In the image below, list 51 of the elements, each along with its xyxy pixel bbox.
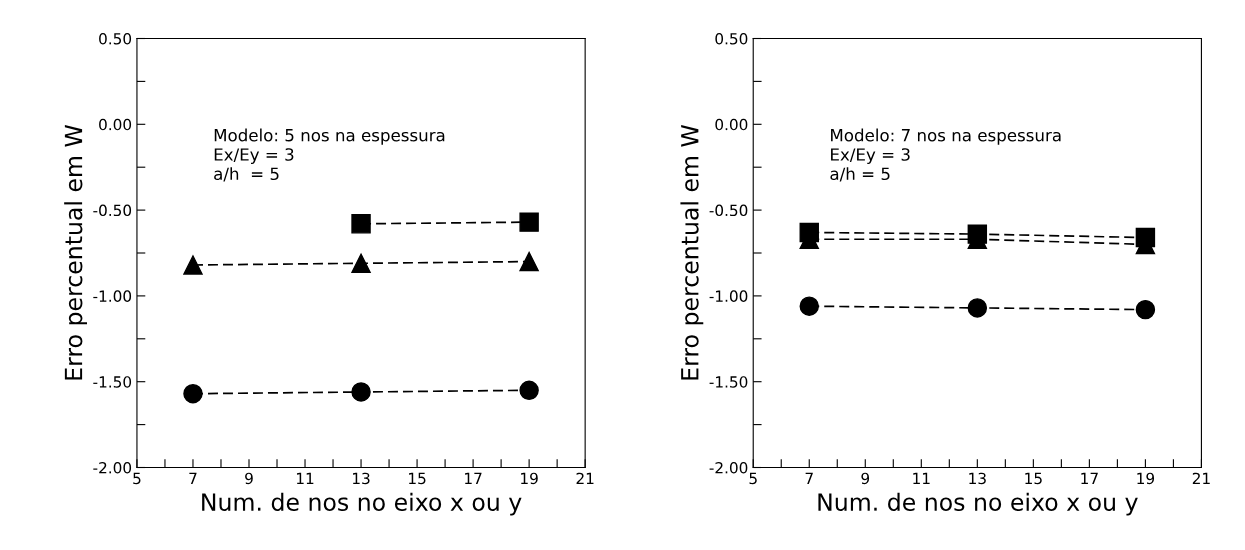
x-tick-label: 13 — [353, 472, 370, 485]
y-tick-label: -1.50 — [709, 376, 748, 388]
y-tick-label: -2.00 — [709, 461, 748, 474]
x-tick-label: 15 — [1025, 472, 1042, 485]
y-axis-title: Erro percentual em W — [64, 124, 87, 380]
point — [967, 298, 988, 318]
point — [519, 251, 539, 272]
annotation: Modelo: 7 nos na espessura — [831, 128, 1061, 145]
y-tick-label: -2.00 — [93, 461, 132, 474]
annotation: Modelo: 5 nos na espessura — [214, 128, 445, 145]
y-tick-label: 0.00 — [99, 118, 132, 131]
x-tick-label: 5 — [133, 472, 141, 485]
annotation: a/h = 5 — [830, 167, 890, 182]
point — [183, 383, 203, 404]
y-tick-label: -1.00 — [709, 290, 748, 302]
x-tick-label: 21 — [576, 472, 594, 484]
y-tick-label: 0.50 — [715, 32, 748, 45]
point — [351, 214, 371, 234]
x-tick-label: 5 — [749, 472, 757, 485]
point — [183, 255, 203, 275]
x-tick-label: 15 — [409, 472, 426, 485]
x-tick-label: 7 — [805, 472, 813, 484]
point — [519, 212, 539, 232]
y-tick-label: -1.50 — [93, 376, 132, 388]
y-tick-label: 0.50 — [99, 32, 132, 45]
point — [351, 382, 371, 402]
point — [1135, 299, 1156, 320]
x-tick-label: 17 — [465, 472, 482, 484]
y-tick-label: -0.50 — [93, 204, 132, 217]
point — [799, 296, 819, 316]
x-tick-label: 19 — [521, 472, 538, 485]
x-tick-label: 19 — [1137, 472, 1155, 485]
x-tick-label: 7 — [189, 472, 197, 484]
x-tick-label: 11 — [913, 472, 930, 484]
y-tick-label: -1.00 — [93, 290, 132, 302]
x-tick-label: 17 — [1081, 472, 1098, 484]
x-tick-label: 9 — [861, 472, 870, 485]
y-tick-label: 0.00 — [715, 118, 748, 131]
x-axis-title: Num. de nos no eixo x ou y — [818, 492, 1138, 516]
x-tick-label: 13 — [969, 472, 986, 485]
point — [351, 253, 371, 274]
annotation: Ex/Ey = 3 — [831, 148, 910, 165]
x-axis-title: Num. de nos no eixo x ou y — [202, 492, 522, 516]
x-tick-label: 11 — [296, 472, 314, 484]
y-tick-label: -0.50 — [709, 204, 748, 217]
annotation: a/h = 5 — [214, 167, 279, 182]
y-axis-title: Erro percentual em W — [680, 124, 704, 380]
annotation: Ex/Ey = 3 — [214, 148, 294, 165]
x-tick-label: 9 — [245, 472, 253, 485]
point — [519, 380, 539, 401]
x-tick-label: 21 — [1192, 472, 1210, 484]
